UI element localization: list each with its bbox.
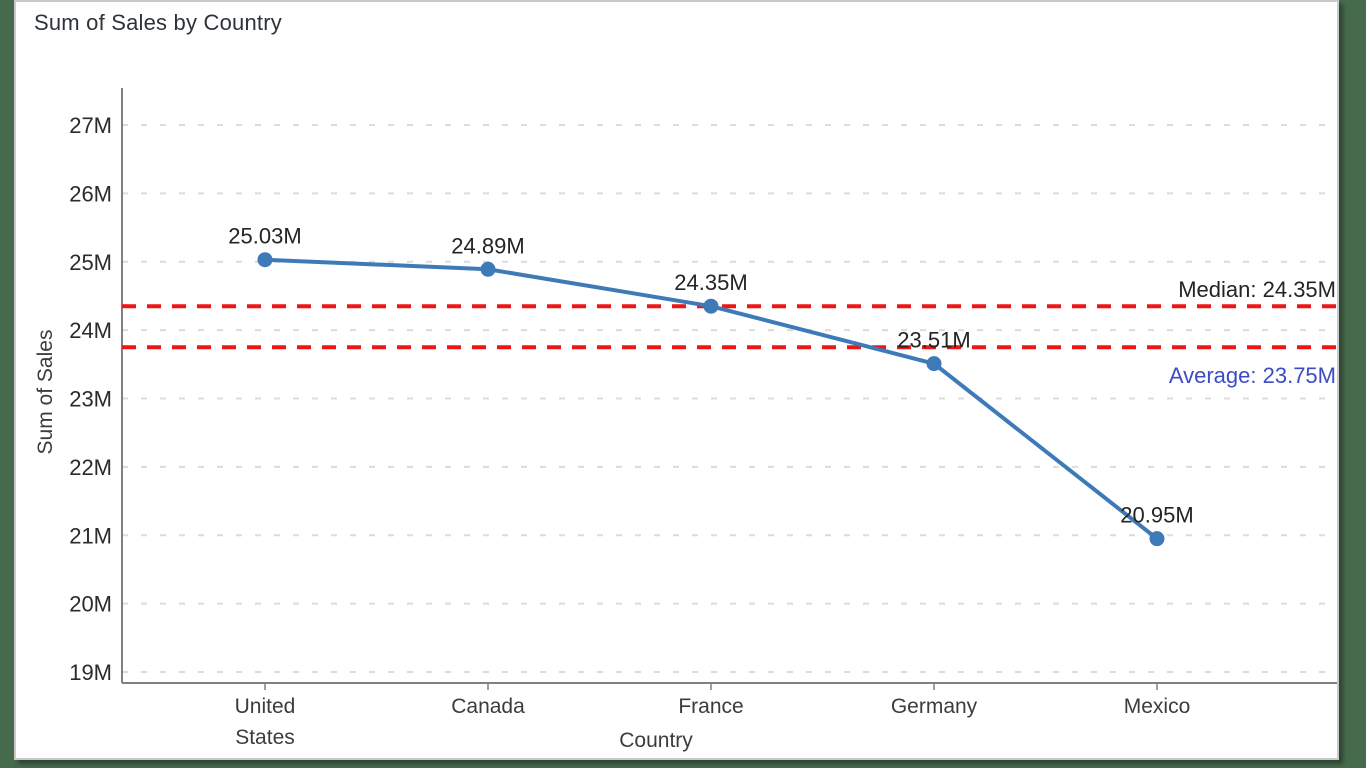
y-axis-tick-label: 21M bbox=[69, 523, 112, 548]
x-axis-category-label: Germany bbox=[891, 695, 978, 718]
median-reference-line-label: Median: 24.35M bbox=[1178, 277, 1336, 302]
data-point-marker[interactable] bbox=[257, 252, 273, 268]
data-point-marker[interactable] bbox=[926, 356, 942, 372]
chart-title: Sum of Sales by Country bbox=[34, 10, 282, 35]
y-axis-title: Sum of Sales bbox=[34, 330, 57, 455]
x-axis-category-label: Canada bbox=[451, 695, 525, 718]
data-point-marker[interactable] bbox=[703, 298, 719, 314]
y-axis-tick-label: 20M bbox=[69, 592, 112, 617]
y-axis-tick-label: 24M bbox=[69, 318, 112, 343]
y-axis-tick-label: 25M bbox=[69, 250, 112, 275]
y-axis-tick-label: 27M bbox=[69, 113, 112, 138]
y-axis-tick-label: 23M bbox=[69, 387, 112, 412]
x-axis-category-label: France bbox=[678, 695, 743, 718]
y-axis-tick-label: 26M bbox=[69, 181, 112, 206]
data-point-marker[interactable] bbox=[480, 261, 496, 277]
y-axis-tick-label: 19M bbox=[69, 660, 112, 685]
data-point-label: 24.89M bbox=[451, 233, 524, 258]
x-axis-title: Country bbox=[619, 729, 693, 752]
data-point-label: 23.51M bbox=[897, 328, 970, 353]
data-point-label: 20.95M bbox=[1120, 503, 1193, 528]
x-axis-category-label: States bbox=[235, 726, 295, 749]
chart-svg: 27M 26M 25M 24M 23M 22M 21M 20M 19M United States C… bbox=[34, 88, 1337, 752]
y-axis-tick-label: 22M bbox=[69, 455, 112, 480]
data-point-label: 25.03M bbox=[228, 224, 301, 249]
data-point-marker[interactable] bbox=[1149, 531, 1165, 547]
data-point-label: 24.35M bbox=[674, 270, 747, 295]
chart-visual-card: Sum of Sales by Country 27M 26M 25M 24M 23M 2… bbox=[14, 0, 1339, 760]
x-axis-category-label: United bbox=[235, 695, 296, 718]
average-reference-line-label: Average: 23.75M bbox=[1169, 363, 1336, 388]
x-axis-category-label: Mexico bbox=[1124, 695, 1191, 718]
